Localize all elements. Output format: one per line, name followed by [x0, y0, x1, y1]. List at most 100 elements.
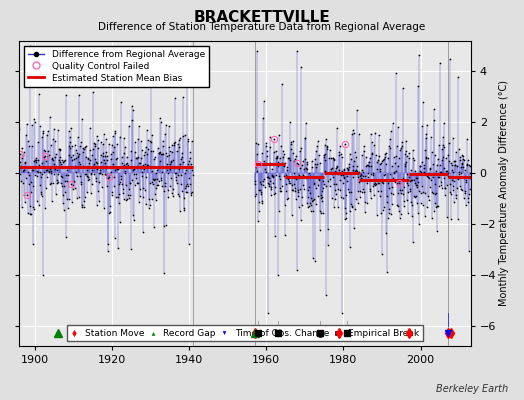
Point [373, 158, 381, 165]
Point [432, 189, 441, 196]
Point [120, 195, 128, 202]
Point [263, 153, 271, 159]
Point [162, 122, 170, 128]
Point [167, 174, 176, 181]
Point [281, 232, 289, 238]
Point [146, 138, 154, 144]
Point [268, 172, 277, 179]
Point [37, 193, 46, 199]
Point [179, 159, 187, 165]
Point [135, 199, 143, 206]
Point [396, 187, 405, 194]
Point [414, 188, 423, 194]
Point [422, 131, 430, 137]
Point [137, 155, 145, 161]
Point [330, 155, 338, 162]
Point [36, 123, 44, 130]
Point [125, 186, 133, 192]
Point [187, 161, 195, 167]
Point [299, 172, 307, 178]
Point [104, 248, 112, 254]
Point [126, 192, 134, 198]
Point [285, 178, 293, 184]
Point [324, 178, 332, 184]
Point [339, 195, 347, 201]
Point [260, 158, 269, 164]
Point [393, 142, 401, 149]
Point [162, 222, 170, 228]
Point [339, 172, 347, 178]
Point [316, 208, 324, 214]
Point [429, 174, 438, 180]
Point [418, 123, 426, 129]
Point [171, 95, 180, 101]
Point [324, 154, 333, 161]
Point [364, 174, 372, 180]
Point [380, 156, 388, 162]
Point [67, 154, 75, 160]
Point [91, 141, 99, 147]
Point [159, 143, 167, 149]
Point [463, 157, 472, 163]
Point [182, 189, 191, 195]
Point [280, 202, 289, 208]
Point [458, 160, 466, 166]
Point [290, 185, 299, 191]
Point [30, 206, 38, 213]
Point [81, 154, 90, 160]
Point [320, 154, 328, 160]
Point [54, 157, 63, 164]
Point [85, 147, 94, 154]
Point [93, 202, 101, 208]
Point [447, 167, 456, 173]
Point [22, 175, 30, 181]
Point [358, 186, 367, 192]
Point [65, 128, 73, 134]
Point [58, 156, 67, 163]
Point [313, 160, 321, 167]
Point [143, 162, 151, 168]
Point [293, 161, 302, 167]
Point [128, 103, 136, 109]
Point [23, 121, 31, 127]
Point [301, 165, 310, 171]
Point [323, 144, 331, 150]
Point [46, 114, 54, 120]
Point [163, 194, 172, 200]
Point [380, 204, 388, 210]
Point [418, 158, 427, 165]
Point [398, 139, 406, 145]
Point [427, 171, 435, 178]
Point [59, 159, 67, 166]
Point [420, 165, 428, 171]
Point [16, 159, 24, 166]
Point [29, 241, 37, 248]
Point [160, 269, 168, 276]
Point [130, 171, 139, 177]
Point [295, 203, 303, 210]
Point [108, 192, 116, 198]
Point [437, 169, 445, 176]
Point [158, 182, 166, 189]
Point [368, 139, 376, 145]
Point [53, 180, 61, 187]
Point [410, 177, 418, 184]
Point [421, 135, 430, 142]
Point [71, 185, 80, 191]
Point [26, 43, 34, 49]
Point [445, 174, 453, 180]
Point [122, 196, 130, 203]
Point [174, 144, 183, 151]
Point [422, 204, 431, 210]
Point [140, 161, 149, 168]
Point [400, 198, 408, 204]
Point [434, 142, 443, 149]
Point [341, 141, 349, 147]
Point [183, 181, 191, 187]
Point [424, 193, 432, 200]
Point [39, 128, 47, 134]
Point [41, 157, 50, 164]
Point [74, 92, 83, 98]
Point [423, 155, 432, 161]
Point [119, 186, 127, 192]
